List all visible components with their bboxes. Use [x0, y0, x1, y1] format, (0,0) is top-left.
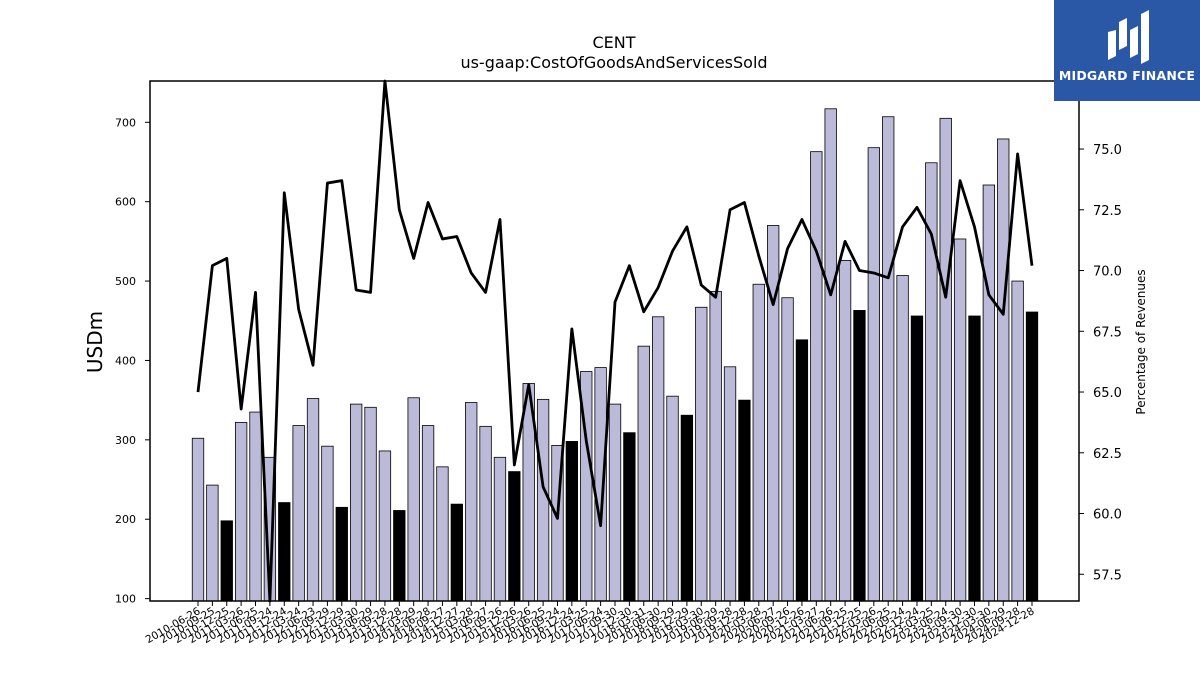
chart-subtitle: us-gaap:CostOfGoodsAndServicesSold — [460, 53, 767, 72]
bar — [953, 238, 967, 602]
y-tick-label: 700 — [115, 116, 136, 129]
logo-text: MIDGARD FINANCE — [1058, 68, 1196, 83]
bar — [781, 297, 794, 602]
y2-tick-label: 70.0 — [1093, 265, 1122, 280]
bar — [723, 366, 737, 602]
bar-series — [191, 108, 1039, 602]
y-axis-right: 57.5 60.0 62.5 65.0 67.5 70.0 72.5 75.0 — [1079, 143, 1122, 583]
bar — [882, 116, 895, 602]
bar — [421, 425, 435, 602]
chart-title: CENT — [592, 33, 635, 52]
bar — [493, 456, 507, 602]
logo: MIDGARD FINANCE — [1054, 0, 1200, 101]
bar — [910, 315, 924, 602]
percentage-line — [196, 79, 1034, 603]
bar — [1011, 280, 1024, 602]
y2-tick-label: 65.0 — [1093, 386, 1122, 401]
bar — [651, 316, 665, 602]
bar — [838, 260, 852, 602]
bar — [896, 275, 909, 602]
bar — [378, 450, 392, 602]
bar — [249, 411, 262, 602]
y-tick-label: 300 — [115, 434, 136, 447]
bar — [939, 117, 952, 602]
bar — [321, 445, 334, 602]
bar — [608, 403, 622, 602]
y-tick-label: 500 — [115, 275, 136, 288]
bar — [752, 283, 765, 602]
bar — [637, 345, 650, 602]
bar — [997, 138, 1010, 602]
bar — [278, 502, 291, 602]
y2-tick-label: 60.0 — [1093, 508, 1122, 523]
bar — [795, 339, 809, 602]
y2-tick-label: 75.0 — [1093, 143, 1122, 158]
bar — [292, 425, 305, 602]
bar — [407, 397, 420, 602]
bar — [867, 147, 880, 602]
x-axis: 2010-06-262010-09-252010-12-252011-03-26… — [144, 601, 1037, 646]
bar — [853, 310, 866, 602]
y-axis-label: USDm — [83, 311, 107, 373]
bar — [479, 425, 492, 602]
bar — [1025, 311, 1039, 602]
bar — [364, 406, 377, 602]
bar — [465, 402, 478, 602]
bar — [565, 441, 579, 602]
y2-tick-label: 67.5 — [1093, 325, 1122, 340]
bar — [220, 520, 233, 602]
bar — [810, 151, 823, 602]
bar — [350, 403, 363, 602]
y2-tick-label: 72.5 — [1093, 204, 1122, 219]
bar — [536, 398, 550, 602]
y-tick-label: 200 — [115, 513, 136, 526]
bar — [234, 421, 248, 602]
y2-axis-label: Percentage of Revenues — [1134, 269, 1148, 414]
bar — [680, 414, 694, 602]
bar — [738, 399, 751, 602]
y-tick-label: 600 — [115, 196, 136, 209]
y-axis-left: 100 200 300 400 500 600 700 — [115, 116, 150, 606]
bar — [393, 510, 406, 602]
bar — [508, 471, 521, 602]
bar — [191, 437, 205, 602]
bar — [306, 398, 320, 602]
bar — [335, 506, 348, 602]
bar — [709, 290, 722, 602]
y-tick-label: 100 — [115, 593, 136, 606]
bar — [982, 184, 996, 602]
bar — [206, 484, 219, 602]
bar — [767, 225, 780, 602]
bar — [695, 306, 708, 602]
bar — [450, 503, 463, 602]
y2-tick-label: 57.5 — [1093, 568, 1122, 583]
bar — [968, 315, 981, 602]
bar — [623, 432, 636, 602]
midgard-logo-icon — [1108, 10, 1149, 64]
y2-tick-label: 62.5 — [1093, 447, 1122, 462]
bar — [436, 466, 449, 602]
bar — [824, 108, 837, 602]
y-tick-label: 400 — [115, 354, 136, 367]
bar — [666, 395, 679, 602]
